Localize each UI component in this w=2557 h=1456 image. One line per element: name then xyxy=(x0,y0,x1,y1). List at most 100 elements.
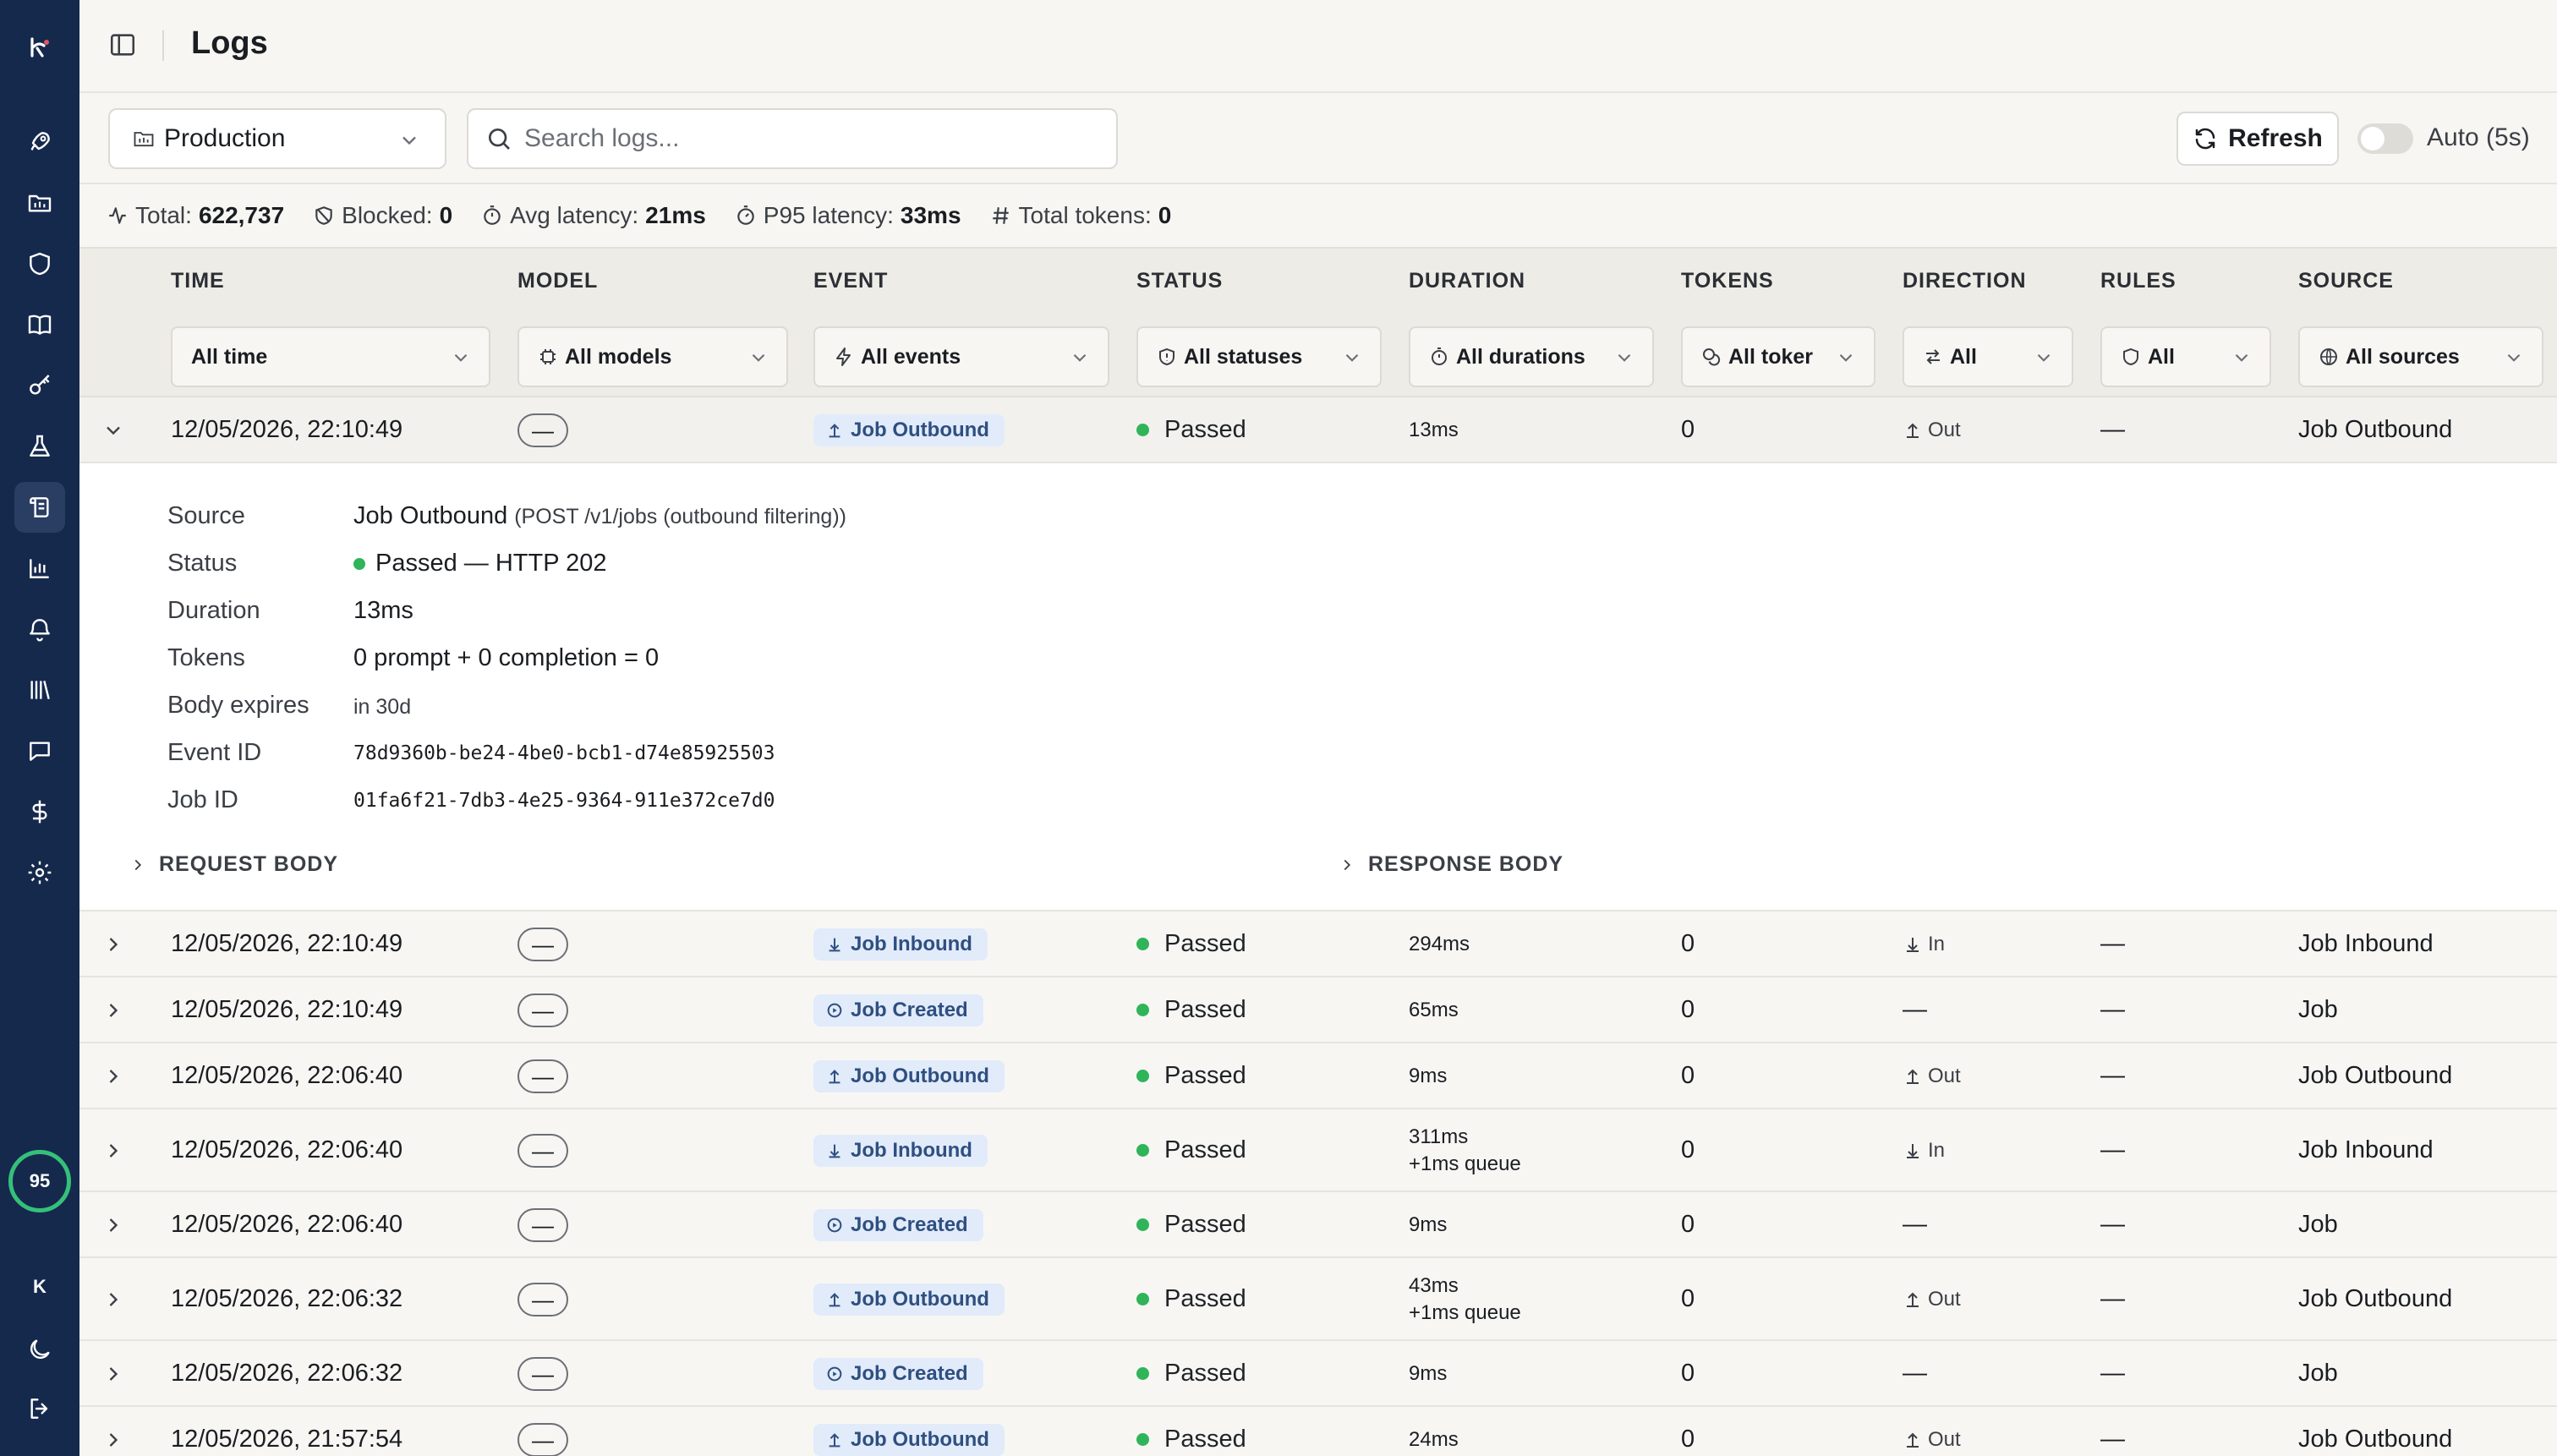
event-filter[interactable]: All events xyxy=(813,326,1109,387)
sidebar-toggle-icon[interactable] xyxy=(108,30,137,59)
search-box[interactable] xyxy=(467,108,1118,169)
chevron-right-icon[interactable] xyxy=(101,1428,125,1452)
chevron-right-icon[interactable] xyxy=(101,1362,125,1386)
duration-cell: 294ms xyxy=(1409,931,1470,958)
chevron-right-icon[interactable] xyxy=(101,1139,125,1163)
lightning-icon xyxy=(836,348,851,366)
upload-icon xyxy=(829,1070,840,1084)
sidebar-item-key[interactable] xyxy=(14,360,65,411)
download-icon xyxy=(829,1144,840,1158)
sidebar-item-logs[interactable] xyxy=(14,482,65,533)
cell-direction: — xyxy=(1903,1360,1927,1387)
stat-p95-value: 33ms xyxy=(900,202,961,228)
rules-filter[interactable]: All xyxy=(2100,326,2271,387)
upload-icon xyxy=(829,1293,840,1307)
search-input[interactable] xyxy=(524,124,1099,153)
detail-event-id-value[interactable]: 78d9360b-be24-4be0-bcb1-d74e85925503 xyxy=(353,742,775,764)
table-row[interactable]: 12/05/2026, 22:10:49 — Job Inbound Passed 29… xyxy=(79,911,2557,977)
logout-icon[interactable] xyxy=(14,1383,65,1434)
sidebar-item-flask[interactable] xyxy=(14,421,65,472)
direction-label: Out xyxy=(1928,1428,1961,1451)
col-rules[interactable]: RULES xyxy=(2100,269,2176,293)
refresh-button[interactable]: Refresh xyxy=(2176,112,2339,166)
col-event[interactable]: EVENT xyxy=(813,269,889,293)
chevron-right-icon[interactable] xyxy=(101,1288,125,1311)
arrow-down-icon xyxy=(1907,1144,1919,1158)
chevron-down-icon xyxy=(1345,353,1359,362)
sidebar-item-bar-chart[interactable] xyxy=(14,543,65,594)
response-body-toggle[interactable]: RESPONSE BODY xyxy=(1338,852,1563,877)
event-badge: Job Outbound xyxy=(813,414,1005,446)
gear-icon xyxy=(28,861,52,884)
sidebar-item-library[interactable] xyxy=(14,665,65,715)
chevron-right-icon[interactable] xyxy=(101,999,125,1022)
col-model[interactable]: MODEL xyxy=(517,269,599,293)
col-tokens[interactable]: TOKENS xyxy=(1681,269,1774,293)
queue-value: +1ms queue xyxy=(1409,1301,1521,1324)
cell-source: Job Outbound xyxy=(2298,1426,2453,1453)
status-filter[interactable]: All statuses xyxy=(1136,326,1382,387)
arrow-up-icon xyxy=(1907,1069,1919,1084)
table-row[interactable]: 12/05/2026, 22:06:40 — Job Created Passed 9m… xyxy=(79,1192,2557,1258)
chevron-down-icon[interactable] xyxy=(101,419,125,442)
col-duration[interactable]: DURATION xyxy=(1409,269,1526,293)
sidebar-item-book[interactable] xyxy=(14,299,65,350)
col-status[interactable]: STATUS xyxy=(1136,269,1224,293)
direction-cell: Out xyxy=(1903,419,1961,442)
table-row[interactable]: 12/05/2026, 22:06:40 — Job Outbound Passed 9… xyxy=(79,1043,2557,1109)
detail-job-id-value[interactable]: 01fa6f21-7db3-4e25-9364-911e372ce7d0 xyxy=(353,790,775,812)
stat-total-value: 622,737 xyxy=(198,202,285,228)
brand-logo-icon[interactable] xyxy=(14,22,65,73)
table-row[interactable]: 12/05/2026, 21:57:54 — Job Outbound Passed 2… xyxy=(79,1407,2557,1456)
status-dot xyxy=(1136,1070,1149,1082)
play-circle-icon xyxy=(827,1366,842,1382)
auto-refresh-toggle[interactable] xyxy=(2357,123,2413,154)
arrows-left-right-icon xyxy=(1926,349,1940,364)
duration-value: 65ms xyxy=(1409,999,1459,1021)
model-filter[interactable]: All models xyxy=(517,326,788,387)
table-row[interactable]: 12/05/2026, 22:06:40 — Job Inbound Passed 31… xyxy=(79,1109,2557,1192)
duration-cell: 43ms +1ms queue xyxy=(1409,1273,1521,1327)
sidebar-item-dollar[interactable] xyxy=(14,786,65,837)
score-ring[interactable]: 95 xyxy=(8,1150,71,1212)
duration-cell: 9ms xyxy=(1409,1063,1447,1090)
status-label: Passed xyxy=(1164,996,1246,1023)
sidebar-item-shield[interactable] xyxy=(14,238,65,289)
tokens-filter[interactable]: All toker xyxy=(1681,326,1875,387)
time-filter[interactable]: All time xyxy=(171,326,490,387)
book-icon xyxy=(28,315,52,335)
duration-filter-value: All durations xyxy=(1456,344,1585,369)
stat-avg-label: Avg latency: xyxy=(510,202,639,228)
table-row[interactable]: 12/05/2026, 22:06:32 — Job Created Passed 9m… xyxy=(79,1341,2557,1407)
theme-toggle-icon[interactable] xyxy=(14,1324,65,1375)
direction-filter[interactable]: All xyxy=(1903,326,2073,387)
sidebar-item-gear[interactable] xyxy=(14,847,65,898)
chevron-right-icon[interactable] xyxy=(101,1213,125,1237)
status-dot xyxy=(1136,1293,1149,1305)
col-source[interactable]: SOURCE xyxy=(2298,269,2394,293)
direction-label: Out xyxy=(1928,1065,1961,1087)
col-direction[interactable]: DIRECTION xyxy=(1903,269,2027,293)
cell-time: 12/05/2026, 22:06:40 xyxy=(171,1062,403,1089)
duration-filter[interactable]: All durations xyxy=(1409,326,1654,387)
toolbar: Production Refresh Auto (5s) xyxy=(79,93,2557,184)
table-row[interactable]: 12/05/2026, 22:06:32 — Job Outbound Passed 4… xyxy=(79,1258,2557,1341)
sidebar-item-message[interactable] xyxy=(14,725,65,776)
source-filter[interactable]: All sources xyxy=(2298,326,2543,387)
environment-select[interactable]: Production xyxy=(108,108,446,169)
sidebar-item-bell[interactable] xyxy=(14,604,65,654)
divider xyxy=(162,30,164,61)
sidebar-item-rocket[interactable] xyxy=(14,117,65,167)
request-body-toggle[interactable]: REQUEST BODY xyxy=(129,852,338,877)
avatar[interactable]: K xyxy=(33,1276,47,1297)
chevron-right-icon[interactable] xyxy=(101,933,125,956)
duration-cell: 24ms xyxy=(1409,1426,1459,1453)
event-label: Job Created xyxy=(851,1213,968,1236)
chevron-right-icon[interactable] xyxy=(101,1065,125,1088)
table-row[interactable]: 12/05/2026, 22:10:49 — Job Created Passed 65… xyxy=(79,977,2557,1043)
table-row[interactable]: 12/05/2026, 22:10:49 — Job Outbound Passed 1… xyxy=(79,397,2557,463)
col-time[interactable]: TIME xyxy=(171,269,225,293)
model-pill: — xyxy=(517,1283,568,1316)
sidebar-item-folder[interactable] xyxy=(14,178,65,228)
duration-value: 9ms xyxy=(1409,1065,1448,1087)
